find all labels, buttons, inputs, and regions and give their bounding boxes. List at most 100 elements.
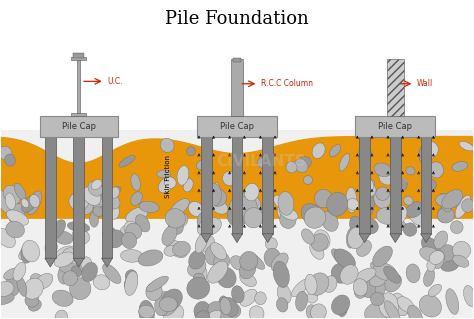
Ellipse shape bbox=[72, 266, 82, 277]
Ellipse shape bbox=[369, 276, 385, 287]
Ellipse shape bbox=[18, 245, 33, 260]
Ellipse shape bbox=[278, 191, 294, 215]
Bar bbox=[101, 137, 112, 258]
Text: U.C.: U.C. bbox=[107, 77, 123, 86]
Ellipse shape bbox=[157, 292, 178, 316]
Ellipse shape bbox=[126, 223, 142, 239]
Ellipse shape bbox=[164, 245, 178, 256]
Ellipse shape bbox=[70, 278, 91, 300]
Ellipse shape bbox=[29, 194, 40, 208]
Ellipse shape bbox=[165, 209, 185, 228]
Ellipse shape bbox=[194, 301, 210, 319]
Ellipse shape bbox=[329, 145, 341, 157]
Ellipse shape bbox=[93, 201, 102, 212]
Ellipse shape bbox=[158, 176, 174, 193]
Ellipse shape bbox=[340, 265, 358, 284]
Ellipse shape bbox=[210, 182, 220, 209]
Ellipse shape bbox=[362, 178, 374, 192]
Ellipse shape bbox=[125, 270, 137, 283]
Ellipse shape bbox=[199, 161, 208, 172]
Ellipse shape bbox=[312, 143, 325, 159]
Ellipse shape bbox=[393, 298, 410, 316]
Ellipse shape bbox=[425, 179, 436, 191]
Ellipse shape bbox=[304, 207, 326, 228]
Ellipse shape bbox=[459, 141, 474, 151]
Ellipse shape bbox=[229, 197, 242, 210]
Ellipse shape bbox=[102, 227, 117, 242]
Ellipse shape bbox=[250, 205, 270, 223]
Ellipse shape bbox=[126, 207, 148, 223]
Ellipse shape bbox=[363, 197, 374, 218]
Text: R.C.C Column: R.C.C Column bbox=[261, 79, 313, 88]
Ellipse shape bbox=[255, 292, 266, 305]
Polygon shape bbox=[0, 130, 474, 318]
Ellipse shape bbox=[177, 166, 189, 185]
Ellipse shape bbox=[360, 180, 375, 192]
Ellipse shape bbox=[206, 183, 221, 206]
Ellipse shape bbox=[208, 301, 231, 319]
Ellipse shape bbox=[164, 177, 176, 188]
Ellipse shape bbox=[442, 189, 463, 209]
Polygon shape bbox=[101, 258, 112, 267]
Ellipse shape bbox=[124, 277, 137, 289]
Ellipse shape bbox=[168, 219, 183, 235]
Ellipse shape bbox=[429, 162, 444, 178]
Ellipse shape bbox=[277, 284, 291, 304]
Ellipse shape bbox=[21, 199, 29, 208]
Ellipse shape bbox=[433, 250, 444, 269]
Ellipse shape bbox=[119, 225, 136, 241]
Bar bbox=[73, 137, 84, 258]
Polygon shape bbox=[262, 234, 273, 242]
Bar bbox=[262, 137, 273, 234]
Ellipse shape bbox=[438, 206, 452, 222]
Ellipse shape bbox=[310, 304, 327, 319]
Ellipse shape bbox=[21, 243, 33, 263]
Ellipse shape bbox=[74, 220, 87, 232]
Ellipse shape bbox=[403, 223, 417, 236]
Bar bbox=[387, 59, 403, 116]
Ellipse shape bbox=[265, 238, 277, 250]
Ellipse shape bbox=[125, 271, 138, 295]
Ellipse shape bbox=[249, 306, 264, 319]
Ellipse shape bbox=[453, 255, 469, 267]
Ellipse shape bbox=[306, 305, 317, 319]
Ellipse shape bbox=[201, 235, 215, 253]
Ellipse shape bbox=[301, 229, 314, 244]
Ellipse shape bbox=[5, 154, 15, 166]
Ellipse shape bbox=[273, 195, 288, 210]
Ellipse shape bbox=[208, 261, 228, 283]
Ellipse shape bbox=[227, 206, 246, 227]
Bar bbox=[420, 137, 431, 234]
Ellipse shape bbox=[36, 273, 53, 289]
Ellipse shape bbox=[195, 233, 208, 253]
Ellipse shape bbox=[409, 205, 431, 226]
Ellipse shape bbox=[408, 305, 422, 319]
Ellipse shape bbox=[450, 221, 463, 234]
Ellipse shape bbox=[170, 198, 189, 217]
Ellipse shape bbox=[103, 264, 121, 284]
Ellipse shape bbox=[17, 276, 27, 296]
Ellipse shape bbox=[359, 153, 368, 169]
Ellipse shape bbox=[106, 230, 124, 248]
Ellipse shape bbox=[392, 293, 404, 306]
Ellipse shape bbox=[186, 146, 195, 156]
Ellipse shape bbox=[397, 297, 414, 313]
Ellipse shape bbox=[164, 304, 183, 319]
Ellipse shape bbox=[346, 187, 357, 213]
Ellipse shape bbox=[230, 256, 245, 270]
Polygon shape bbox=[232, 234, 242, 242]
Ellipse shape bbox=[359, 181, 374, 206]
Ellipse shape bbox=[327, 192, 348, 216]
Ellipse shape bbox=[211, 200, 228, 214]
Ellipse shape bbox=[131, 192, 143, 205]
Ellipse shape bbox=[120, 249, 143, 262]
Ellipse shape bbox=[240, 272, 256, 287]
Ellipse shape bbox=[406, 167, 415, 175]
Ellipse shape bbox=[0, 292, 14, 305]
Ellipse shape bbox=[271, 253, 288, 271]
Ellipse shape bbox=[55, 310, 67, 319]
Ellipse shape bbox=[101, 191, 120, 209]
Ellipse shape bbox=[349, 216, 361, 233]
Bar bbox=[73, 54, 84, 58]
Ellipse shape bbox=[452, 161, 468, 171]
